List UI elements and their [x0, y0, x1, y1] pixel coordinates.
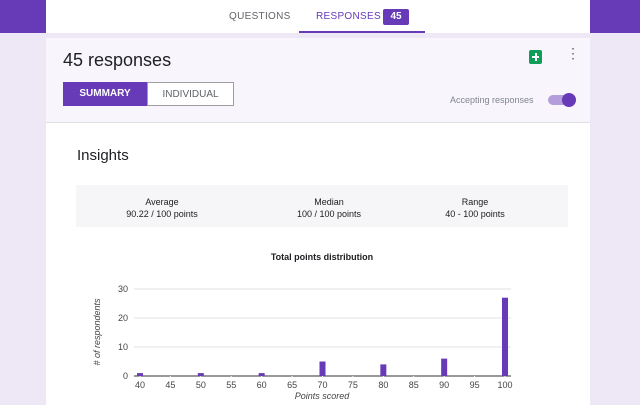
insights-title: Insights — [77, 147, 129, 164]
accepting-label: Accepting responses — [450, 95, 534, 105]
stat: Median 100 / 100 points — [249, 196, 409, 220]
x-tick-label: 40 — [135, 380, 145, 390]
x-tick-label: 80 — [378, 380, 388, 390]
bar — [258, 373, 265, 376]
bar — [197, 373, 204, 376]
x-tick-label: 85 — [409, 380, 419, 390]
sheets-icon[interactable] — [529, 50, 542, 64]
tab-bar — [46, 0, 590, 33]
tab-underline — [299, 31, 425, 33]
card-header — [46, 38, 590, 123]
chart-title: Total points distribution — [271, 252, 373, 262]
stat-value: 90.22 / 100 points — [126, 209, 198, 219]
tab-questions[interactable]: QUESTIONS — [229, 11, 291, 22]
stats-box — [76, 185, 568, 227]
bar — [319, 361, 326, 376]
stat-value: 40 - 100 points — [445, 209, 505, 219]
individual-button[interactable]: INDIVIDUAL — [147, 82, 234, 106]
x-tick-label: 65 — [287, 380, 297, 390]
bar — [380, 364, 387, 376]
x-tick-label: 50 — [196, 380, 206, 390]
stat: Average 90.22 / 100 points — [82, 196, 242, 220]
stat-label: Median — [314, 197, 344, 207]
summary-button[interactable]: SUMMARY — [63, 82, 147, 106]
x-tick-label: 75 — [348, 380, 358, 390]
x-tick-label: 95 — [470, 380, 480, 390]
y-axis-label: # of respondents — [92, 298, 102, 366]
x-axis-label: Points scored — [295, 391, 351, 401]
x-tick-label: 70 — [317, 380, 327, 390]
y-tick-label: 0 — [123, 371, 128, 381]
stat: Range 40 - 100 points — [395, 196, 555, 220]
y-tick-label: 30 — [118, 284, 128, 294]
x-tick-label: 100 — [497, 380, 512, 390]
stat-value: 100 / 100 points — [296, 209, 362, 219]
response-badge: 45 — [383, 9, 409, 25]
y-tick-label: 20 — [118, 313, 128, 323]
x-tick-label: 60 — [257, 380, 267, 390]
x-tick-label: 90 — [439, 380, 449, 390]
bar — [137, 373, 143, 376]
stat-label: Range — [461, 197, 489, 207]
x-tick-label: 55 — [226, 380, 236, 390]
tab-responses[interactable]: RESPONSES — [316, 11, 381, 22]
y-tick-label: 10 — [118, 342, 128, 352]
x-tick-label: 45 — [165, 380, 175, 390]
stat-label: Average — [145, 197, 179, 207]
bar — [502, 297, 508, 376]
bar — [441, 358, 448, 376]
toggle[interactable] — [548, 93, 576, 107]
responses-title: 45 responses — [63, 50, 172, 70]
